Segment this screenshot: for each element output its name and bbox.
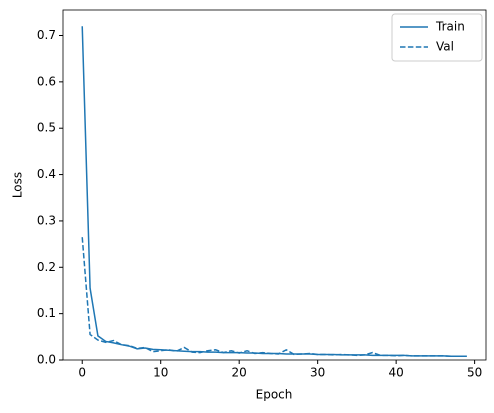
y-tick-label: 0.1 [37, 306, 56, 320]
x-axis-label: Epoch [256, 388, 293, 402]
x-tick-label: 0 [78, 366, 86, 380]
y-tick-label: 0.0 [37, 353, 56, 367]
legend-box [391, 13, 483, 62]
x-tick-label: 40 [389, 366, 404, 380]
y-tick-label: 0.7 [37, 28, 56, 42]
legend-label: Train [435, 20, 465, 34]
x-tick-label: 10 [153, 366, 168, 380]
x-tick-label: 30 [310, 366, 325, 380]
x-tick-label: 20 [232, 366, 247, 380]
y-tick-label: 0.5 [37, 121, 56, 135]
y-tick-label: 0.4 [37, 167, 56, 181]
y-tick-label: 0.3 [37, 213, 56, 227]
y-tick-label: 0.2 [37, 260, 56, 274]
axes-frame [62, 9, 487, 361]
legend-label: Val [436, 40, 454, 54]
line-series [81, 26, 467, 358]
y-axis-label: Loss [11, 172, 25, 198]
x-tick-label: 50 [467, 366, 482, 380]
line-series [81, 237, 467, 358]
y-tick-label: 0.6 [37, 74, 56, 88]
